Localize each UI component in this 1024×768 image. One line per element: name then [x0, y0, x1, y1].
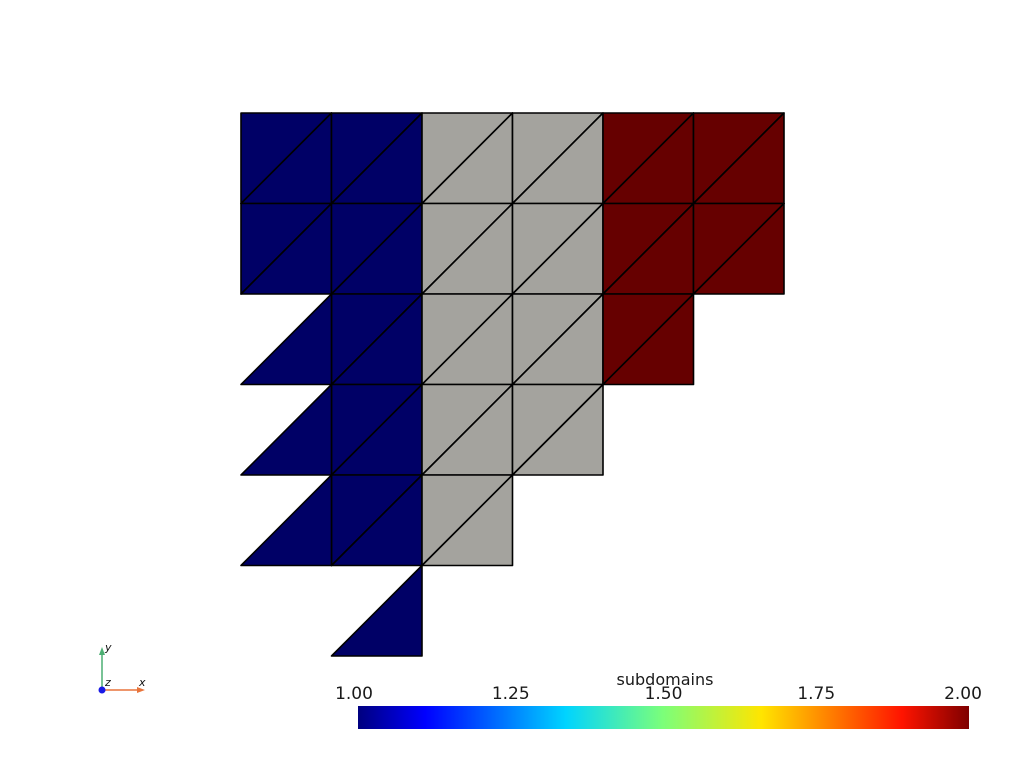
colorbar-tick-label: 1.00	[335, 684, 373, 704]
colorbar	[358, 706, 969, 729]
mesh-triangle	[330, 564, 423, 657]
z-axis-label: z	[105, 676, 111, 689]
mesh-triangle	[511, 383, 604, 476]
colorbar-title: subdomains	[616, 670, 714, 689]
z-axis-dot-icon	[98, 686, 106, 694]
mesh-triangle	[421, 474, 514, 567]
colorbar-tick-label: 1.75	[797, 684, 836, 704]
colorbar-gradient	[358, 706, 969, 729]
colorbar-tick-label: 2.00	[944, 684, 982, 704]
mesh-triangle	[240, 474, 333, 567]
mesh-triangle	[240, 293, 333, 386]
x-axis-label: x	[139, 676, 146, 689]
mesh-triangle	[240, 383, 333, 476]
y-axis-label: y	[105, 641, 112, 654]
mesh-triangle	[692, 202, 785, 295]
x-axis-arrow-icon	[137, 687, 145, 693]
y-axis-arrow-icon	[99, 647, 105, 655]
colorbar-tick-label: 1.25	[491, 684, 530, 704]
mesh-triangle	[602, 293, 695, 386]
mesh-plot	[240, 112, 785, 657]
orientation-axes	[98, 647, 145, 694]
colorbar-tick-label: 1.50	[644, 684, 683, 704]
